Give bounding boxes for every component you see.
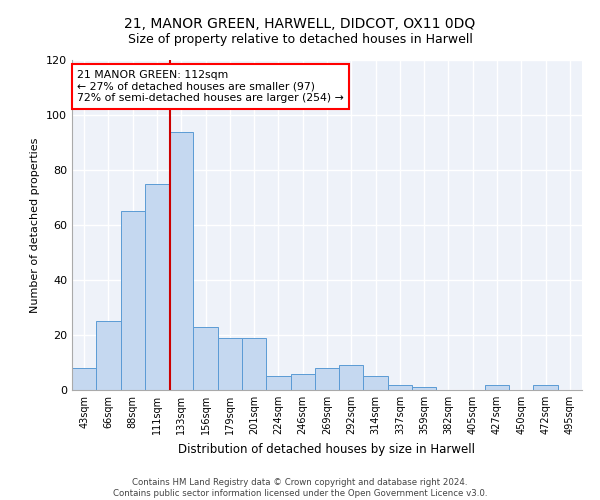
Bar	[72, 368, 96, 390]
Text: Contains HM Land Registry data © Crown copyright and database right 2024.
Contai: Contains HM Land Registry data © Crown c…	[113, 478, 487, 498]
Y-axis label: Number of detached properties: Number of detached properties	[31, 138, 40, 312]
Text: 21 MANOR GREEN: 112sqm
← 27% of detached houses are smaller (97)
72% of semi-det: 21 MANOR GREEN: 112sqm ← 27% of detached…	[77, 70, 344, 103]
Bar	[242, 338, 266, 390]
Bar	[169, 132, 193, 390]
Bar	[290, 374, 315, 390]
Text: 21, MANOR GREEN, HARWELL, DIDCOT, OX11 0DQ: 21, MANOR GREEN, HARWELL, DIDCOT, OX11 0…	[124, 18, 476, 32]
Bar	[412, 387, 436, 390]
Bar	[193, 327, 218, 390]
Bar	[339, 365, 364, 390]
Bar	[266, 376, 290, 390]
Bar	[315, 368, 339, 390]
Bar	[364, 376, 388, 390]
Bar	[533, 384, 558, 390]
Bar	[145, 184, 169, 390]
Bar	[121, 211, 145, 390]
Bar	[485, 384, 509, 390]
X-axis label: Distribution of detached houses by size in Harwell: Distribution of detached houses by size …	[179, 442, 476, 456]
Bar	[388, 384, 412, 390]
Bar	[96, 322, 121, 390]
Text: Size of property relative to detached houses in Harwell: Size of property relative to detached ho…	[128, 32, 472, 46]
Bar	[218, 338, 242, 390]
